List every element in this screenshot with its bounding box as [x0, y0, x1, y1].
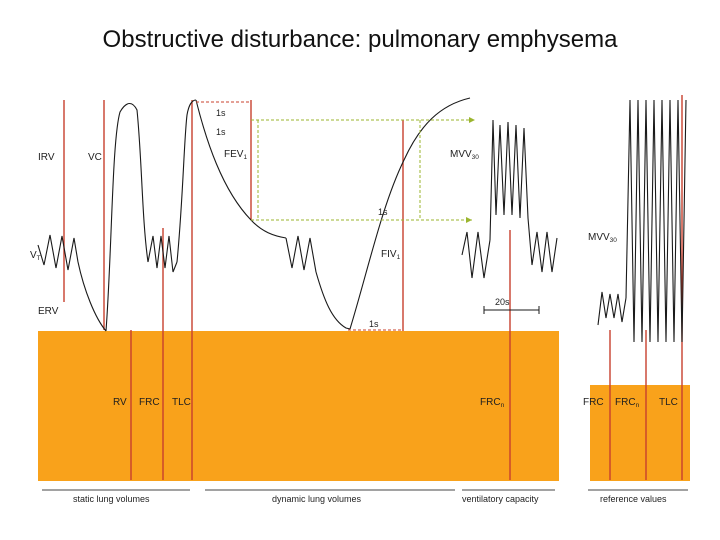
- label-irv: IRV: [38, 152, 55, 163]
- label-mvv30: MVV30: [450, 149, 479, 161]
- timing-guides: [251, 119, 475, 221]
- erv-descent: [77, 261, 107, 332]
- label-fev1: FEV1: [224, 149, 247, 161]
- label-static: static lung volumes: [73, 494, 150, 504]
- label-vc: VC: [88, 152, 102, 163]
- label-ref-mvv30: MVV30: [588, 232, 617, 244]
- label-frc: FRC: [139, 397, 160, 408]
- vc-inspiration: [105, 102, 149, 332]
- ref-mvv30-zigzag: [625, 99, 687, 343]
- label-1s-bottom: 1s: [369, 319, 379, 329]
- ref-tidal-breathing: [597, 291, 627, 326]
- twenty-second-scale: [483, 306, 540, 314]
- label-ref-frcn: FRCn: [615, 397, 640, 409]
- tidal-breathing-left: [37, 234, 79, 271]
- label-erv: ERV: [38, 306, 59, 317]
- orange-band-reference: [590, 385, 690, 481]
- arrowhead: [469, 117, 475, 123]
- label-ventilatory: ventilatory capacity: [462, 494, 539, 504]
- fev1-expiration: [195, 99, 287, 239]
- timing-arrowheads: [466, 117, 475, 223]
- spirometry-curves: [37, 97, 687, 343]
- label-frcn: FRCn: [480, 397, 505, 409]
- page-title: Obstructive disturbance: pulmonary emphy…: [102, 26, 618, 53]
- label-1s-top: 1s: [216, 108, 226, 118]
- tidal-breathing-post-mvv: [527, 217, 558, 273]
- label-vt: VT: [30, 250, 41, 262]
- orange-band-main: [38, 331, 559, 481]
- label-dynamic: dynamic lung volumes: [272, 494, 362, 504]
- fiv1-inspiration: [349, 97, 471, 330]
- label-20s: 20s: [495, 297, 510, 307]
- reference-lines: [63, 95, 683, 480]
- tidal-breathing-dynamic: [285, 235, 317, 273]
- residual-descent: [315, 271, 351, 330]
- label-reference: reference values: [600, 494, 667, 504]
- mvv30-zigzag: [489, 119, 529, 241]
- label-ref-frc: FRC: [583, 397, 604, 408]
- time-brackets: [196, 101, 403, 331]
- label-1s-fiv: 1s: [378, 207, 388, 217]
- arrowhead: [466, 217, 472, 223]
- tidal-breathing-mid: [147, 235, 178, 273]
- label-fiv1: FIV1: [381, 249, 401, 261]
- label-tlc: TLC: [172, 397, 191, 408]
- label-rv: RV: [113, 397, 127, 408]
- label-ref-tlc: TLC: [659, 397, 678, 408]
- label-1s-fev: 1s: [216, 127, 226, 137]
- tlc-inspiration: [176, 99, 197, 263]
- tidal-breathing-pre-mvv: [461, 231, 491, 279]
